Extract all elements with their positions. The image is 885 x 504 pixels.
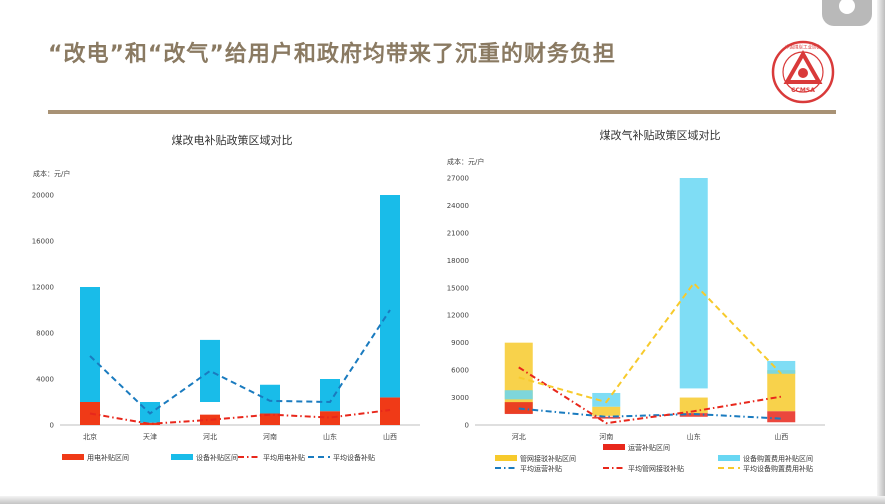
legend-label: 平均运营补贴 bbox=[520, 464, 562, 473]
series-line bbox=[89, 409, 391, 425]
legend-swatch bbox=[495, 455, 517, 461]
y-tick-label: 27000 bbox=[447, 175, 469, 183]
legend-label: 设备购置费用补贴区间 bbox=[743, 454, 813, 463]
range-bar bbox=[679, 413, 708, 417]
y-tick-label: 3000 bbox=[451, 394, 469, 402]
y-tick-label: 18000 bbox=[447, 257, 469, 265]
y-tick-label: 6000 bbox=[451, 367, 469, 375]
x-tick-label: 山东 bbox=[687, 432, 701, 441]
y-tick-label: 24000 bbox=[447, 202, 469, 210]
range-bar bbox=[80, 287, 100, 402]
range-bar bbox=[260, 384, 280, 414]
y-axis-label: 成本：元/户 bbox=[447, 157, 484, 166]
legend-label: 用电补贴区间 bbox=[87, 453, 129, 462]
window-edge bbox=[0, 496, 885, 504]
range-bar bbox=[592, 416, 621, 419]
y-tick-label: 8000 bbox=[36, 330, 54, 338]
y-tick-label: 9000 bbox=[451, 339, 469, 347]
legend-label: 设备补贴区间 bbox=[196, 453, 238, 462]
range-bar bbox=[320, 411, 340, 425]
y-tick-label: 0 bbox=[50, 422, 54, 430]
chart-title: 煤改电补贴政策区域对比 bbox=[172, 133, 293, 147]
range-bar bbox=[679, 178, 708, 389]
range-bar bbox=[200, 414, 220, 425]
x-tick-label: 北京 bbox=[83, 432, 97, 441]
range-bar bbox=[504, 390, 533, 400]
ccmsa-logo: CCMSA 中国煤炭工业协会 bbox=[771, 40, 835, 104]
x-tick-label: 河北 bbox=[203, 433, 217, 441]
slide-title: “改电”和“改气”给用户和政府均带来了沉重的财务负担 bbox=[48, 42, 616, 67]
range-bar bbox=[592, 406, 621, 416]
legend-label: 平均设备补贴 bbox=[333, 453, 375, 462]
range-bar bbox=[260, 413, 280, 425]
range-bar bbox=[504, 402, 533, 415]
series-line bbox=[518, 407, 782, 420]
x-tick-label: 河北 bbox=[512, 433, 526, 441]
y-tick-label: 4000 bbox=[36, 376, 54, 384]
range-bar bbox=[140, 422, 160, 425]
range-bar bbox=[200, 339, 220, 402]
title-divider bbox=[48, 110, 836, 114]
window-edge bbox=[877, 0, 885, 504]
legend-swatch bbox=[718, 455, 740, 461]
window-control-button[interactable] bbox=[822, 0, 872, 26]
y-tick-label: 15000 bbox=[447, 284, 469, 292]
circle-icon bbox=[839, 0, 855, 14]
range-bar bbox=[380, 397, 400, 425]
legend-swatch bbox=[171, 454, 193, 460]
x-tick-label: 天津 bbox=[143, 433, 157, 441]
x-tick-label: 河南 bbox=[599, 432, 613, 441]
x-tick-label: 河南 bbox=[263, 432, 277, 441]
legend-label: 运营补贴区间 bbox=[628, 443, 670, 452]
range-bar bbox=[592, 392, 621, 407]
logo-text: CCMSA bbox=[791, 87, 815, 94]
range-bar bbox=[320, 379, 340, 412]
y-tick-label: 20000 bbox=[32, 192, 54, 200]
legend-label: 平均设备购置费用补贴 bbox=[743, 464, 813, 473]
range-bar bbox=[767, 411, 796, 423]
x-tick-label: 山东 bbox=[323, 432, 337, 441]
legend-label: 管网接驳补贴区间 bbox=[520, 454, 576, 463]
range-bar bbox=[767, 360, 796, 374]
legend-swatch bbox=[62, 454, 84, 460]
logo-ring-text: 中国煤炭工业协会 bbox=[785, 44, 821, 51]
y-tick-label: 21000 bbox=[447, 229, 469, 237]
legend-label: 平均管网接驳补贴 bbox=[628, 464, 684, 473]
y-tick-label: 16000 bbox=[32, 238, 54, 246]
legend-swatch bbox=[603, 444, 625, 450]
y-tick-label: 12000 bbox=[447, 312, 469, 320]
y-tick-label: 0 bbox=[465, 422, 469, 430]
series-line bbox=[518, 281, 782, 404]
x-tick-label: 山西 bbox=[774, 432, 788, 441]
y-tick-label: 12000 bbox=[32, 284, 54, 292]
y-axis-label: 成本：元/户 bbox=[33, 169, 70, 178]
chart-title: 煤改气补贴政策区域对比 bbox=[600, 128, 721, 142]
series-line bbox=[89, 309, 391, 415]
legend-label: 平均用电补贴 bbox=[263, 453, 305, 462]
range-bar bbox=[380, 195, 400, 398]
range-bar bbox=[767, 370, 796, 412]
x-tick-label: 山西 bbox=[383, 432, 397, 441]
